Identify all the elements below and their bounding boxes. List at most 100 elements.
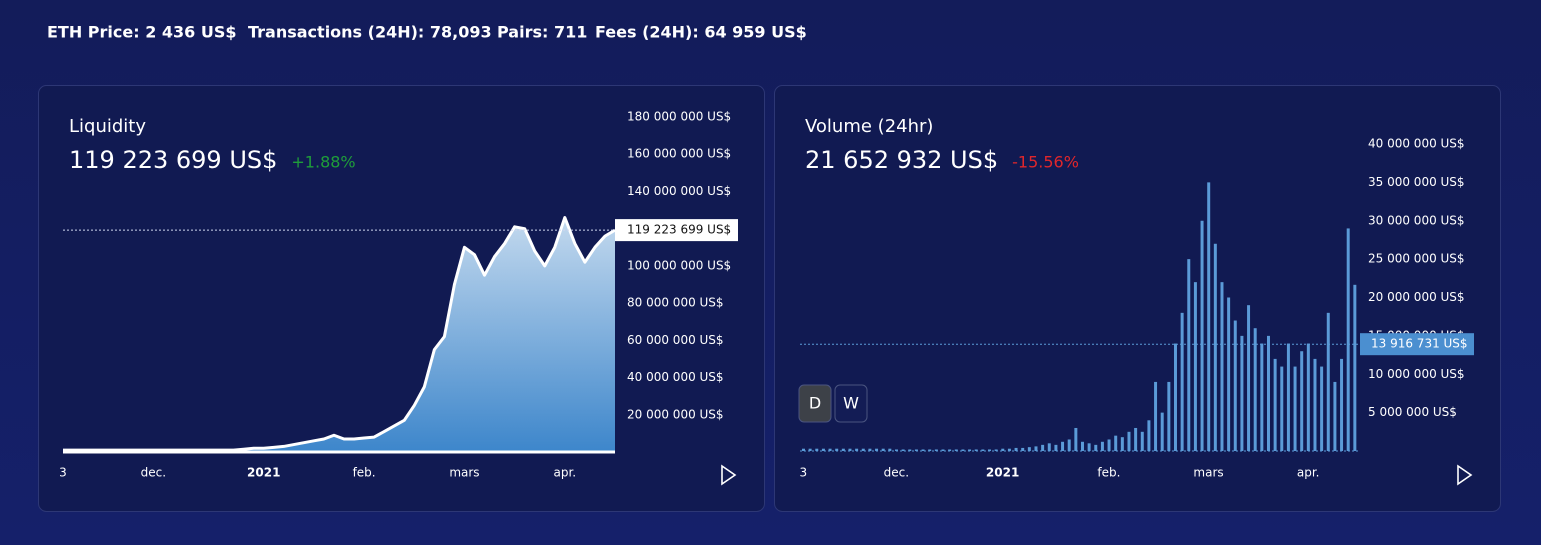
x-tick-label: 2021 xyxy=(247,466,280,480)
bar xyxy=(861,448,865,451)
bar xyxy=(1266,335,1270,451)
bar xyxy=(855,448,859,451)
marker-label: 13 916 731 US$ xyxy=(1371,337,1468,351)
change: -15.56% xyxy=(1012,153,1079,172)
bar xyxy=(1280,366,1284,451)
x-tick-label: 3 xyxy=(59,466,67,480)
bar xyxy=(1107,439,1111,451)
bar xyxy=(1207,182,1211,451)
stat: ETH Price: 2 436 US$ xyxy=(47,23,237,42)
bar xyxy=(808,448,812,451)
line xyxy=(63,216,616,452)
chart-title: Liquidity xyxy=(69,116,146,137)
y-tick-label: 10 000 000 US$ xyxy=(1368,367,1465,381)
bar xyxy=(1220,282,1224,451)
bar xyxy=(941,449,945,451)
bar xyxy=(1340,358,1344,451)
bar xyxy=(1313,358,1317,451)
bar xyxy=(954,449,958,451)
marker-box xyxy=(1360,333,1474,356)
bar xyxy=(1240,335,1244,451)
interval-button-label[interactable]: D xyxy=(809,394,821,413)
bar xyxy=(1094,444,1098,451)
bar xyxy=(968,449,972,451)
bar xyxy=(815,448,819,451)
bar xyxy=(1193,282,1197,451)
bar xyxy=(1253,328,1257,451)
chart-title: Volume (24hr) xyxy=(805,116,933,137)
bar xyxy=(1200,220,1204,451)
y-tick-label: 5 000 000 US$ xyxy=(1368,405,1457,419)
bar xyxy=(1001,448,1005,451)
bar xyxy=(1054,444,1058,451)
x-tick-label: dec. xyxy=(884,466,909,480)
marker-label: 119 223 699 US$ xyxy=(627,223,731,237)
x-tick-label: feb. xyxy=(1097,466,1120,480)
bar xyxy=(1233,320,1237,451)
bar xyxy=(1320,366,1324,451)
stat: Pairs: 711 xyxy=(497,23,587,42)
bar xyxy=(1134,427,1138,451)
bar xyxy=(1227,297,1231,451)
y-tick-label: 40 000 000 US$ xyxy=(627,370,724,384)
bar xyxy=(1007,448,1011,451)
y-tick-label: 60 000 000 US$ xyxy=(627,333,724,347)
bar xyxy=(1247,305,1251,451)
bar xyxy=(835,448,839,451)
bar xyxy=(1087,443,1091,451)
bar xyxy=(1080,441,1084,451)
x-tick-label: 3 xyxy=(800,466,808,480)
y-tick-label: 140 000 000 US$ xyxy=(627,184,731,198)
bar xyxy=(1353,284,1357,451)
bar xyxy=(981,449,985,451)
bar xyxy=(948,449,952,451)
bar xyxy=(987,449,991,451)
bar xyxy=(1293,366,1297,451)
bar xyxy=(1260,343,1264,451)
play-button[interactable] xyxy=(721,464,737,486)
x-tick-label: apr. xyxy=(554,466,577,480)
change: +1.88% xyxy=(291,153,355,172)
interval-button[interactable] xyxy=(798,384,832,423)
current-value: 21 652 932 US$ xyxy=(805,146,998,174)
bar xyxy=(1061,441,1065,451)
y-tick-label: 35 000 000 US$ xyxy=(1368,175,1465,189)
interval-button[interactable] xyxy=(834,384,868,423)
bar xyxy=(801,448,805,451)
bar xyxy=(1034,446,1038,451)
stat: Transactions (24H): 78,093 xyxy=(248,23,492,42)
card xyxy=(774,85,1501,512)
y-tick-label: 160 000 000 US$ xyxy=(627,147,731,161)
y-tick-label: 80 000 000 US$ xyxy=(627,296,724,310)
bar xyxy=(1187,259,1191,451)
bar xyxy=(914,449,918,451)
play-button[interactable] xyxy=(1457,464,1473,486)
bar xyxy=(888,448,892,451)
x-tick-label: feb. xyxy=(353,466,376,480)
bar xyxy=(1074,427,1078,451)
y-tick-label: 100 000 000 US$ xyxy=(627,258,731,272)
current-value: 119 223 699 US$ xyxy=(69,146,277,174)
marker-box xyxy=(615,219,738,242)
bar xyxy=(1154,381,1158,451)
bar xyxy=(1333,381,1337,451)
bar xyxy=(894,449,898,451)
bar xyxy=(1041,444,1045,451)
y-tick-label: 20 000 000 US$ xyxy=(627,407,724,421)
bar xyxy=(841,448,845,451)
bar xyxy=(1160,412,1164,451)
bar xyxy=(1346,228,1350,451)
bar xyxy=(1100,441,1104,451)
bar xyxy=(961,449,965,451)
area-fill xyxy=(63,217,615,452)
bar xyxy=(875,448,879,451)
bar xyxy=(1047,443,1051,451)
y-tick-label: 20 000 000 US$ xyxy=(1368,290,1465,304)
bar xyxy=(921,449,925,451)
bar xyxy=(1286,343,1290,451)
bar xyxy=(1140,431,1144,451)
interval-button-label[interactable]: W xyxy=(843,394,859,413)
bar xyxy=(848,448,852,451)
bar xyxy=(901,449,905,451)
